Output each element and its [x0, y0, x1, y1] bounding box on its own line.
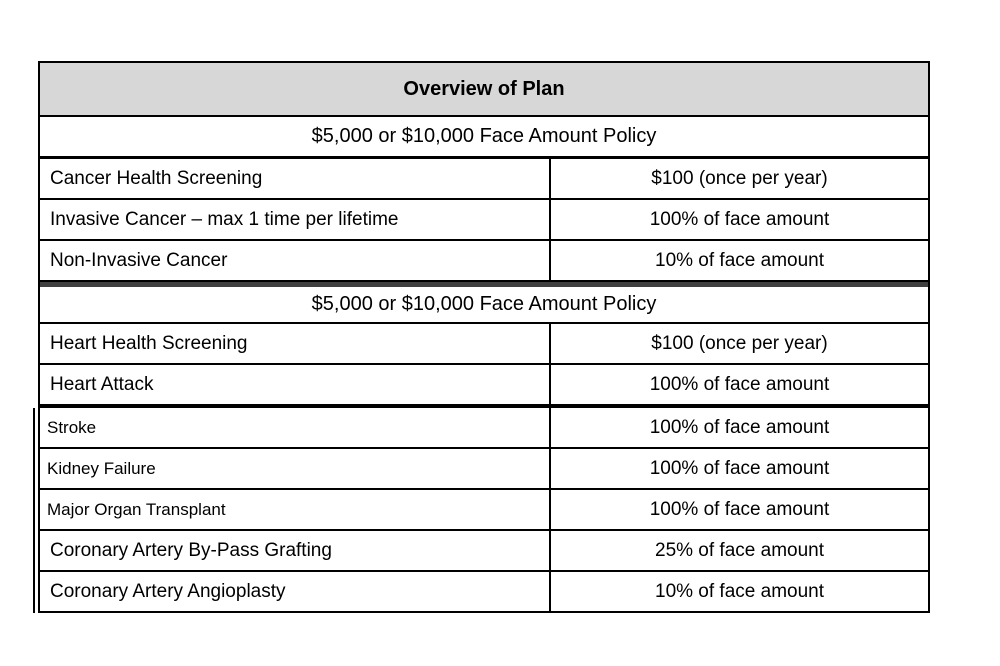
- lower-subtable: Stroke 100% of face amount Kidney Failur…: [33, 406, 928, 613]
- benefit-cell: Major Organ Transplant: [40, 490, 551, 529]
- table-title-row: Overview of Plan: [40, 63, 928, 117]
- amount-cell: 10% of face amount: [655, 580, 824, 602]
- benefit-cell: Non-Invasive Cancer: [40, 241, 551, 280]
- amount-cell: 100% of face amount: [649, 457, 830, 479]
- policy-header-label: $5,000 or $10,000 Face Amount Policy: [311, 125, 657, 147]
- policy-header-label: $5,000 or $10,000 Face Amount Policy: [311, 293, 657, 315]
- amount-cell: 25% of face amount: [655, 539, 824, 561]
- table-row: Stroke 100% of face amount: [40, 408, 928, 449]
- table-row: Heart Attack 100% of face amount: [40, 365, 928, 406]
- amount-cell: 100% of face amount: [649, 498, 830, 520]
- benefit-cell: Stroke: [40, 408, 551, 447]
- benefit-cell: Kidney Failure: [40, 449, 551, 488]
- table-row: Coronary Artery By-Pass Grafting 25% of …: [40, 531, 928, 572]
- amount-cell: 100% of face amount: [649, 373, 830, 395]
- policy-header-row: $5,000 or $10,000 Face Amount Policy: [40, 117, 928, 159]
- amount-cell: 100% of face amount: [649, 416, 830, 438]
- benefit-cell: Coronary Artery By-Pass Grafting: [40, 531, 551, 570]
- table-title: Overview of Plan: [403, 77, 565, 100]
- benefit-cell: Heart Health Screening: [40, 324, 551, 363]
- table-row: Heart Health Screening $100 (once per ye…: [40, 324, 928, 365]
- benefit-cell: Heart Attack: [40, 365, 551, 404]
- section-divider: [40, 282, 928, 287]
- table-row: Coronary Artery Angioplasty 10% of face …: [40, 572, 928, 611]
- table-row: Kidney Failure 100% of face amount: [40, 449, 928, 490]
- plan-overview-table: Overview of Plan $5,000 or $10,000 Face …: [33, 61, 930, 613]
- amount-cell: 100% of face amount: [649, 208, 830, 230]
- amount-cell: $100 (once per year): [651, 332, 828, 354]
- table-row: Non-Invasive Cancer 10% of face amount: [40, 241, 928, 282]
- table-row: Cancer Health Screening $100 (once per y…: [40, 159, 928, 200]
- amount-cell: $100 (once per year): [651, 167, 828, 189]
- table-row: Major Organ Transplant 100% of face amou…: [40, 490, 928, 531]
- amount-cell: 10% of face amount: [655, 249, 824, 271]
- table-row: Invasive Cancer – max 1 time per lifetim…: [40, 200, 928, 241]
- benefit-cell: Invasive Cancer – max 1 time per lifetim…: [40, 200, 551, 239]
- benefit-cell: Cancer Health Screening: [40, 159, 551, 198]
- benefit-cell: Coronary Artery Angioplasty: [40, 572, 551, 611]
- policy-header-row: $5,000 or $10,000 Face Amount Policy: [40, 287, 928, 324]
